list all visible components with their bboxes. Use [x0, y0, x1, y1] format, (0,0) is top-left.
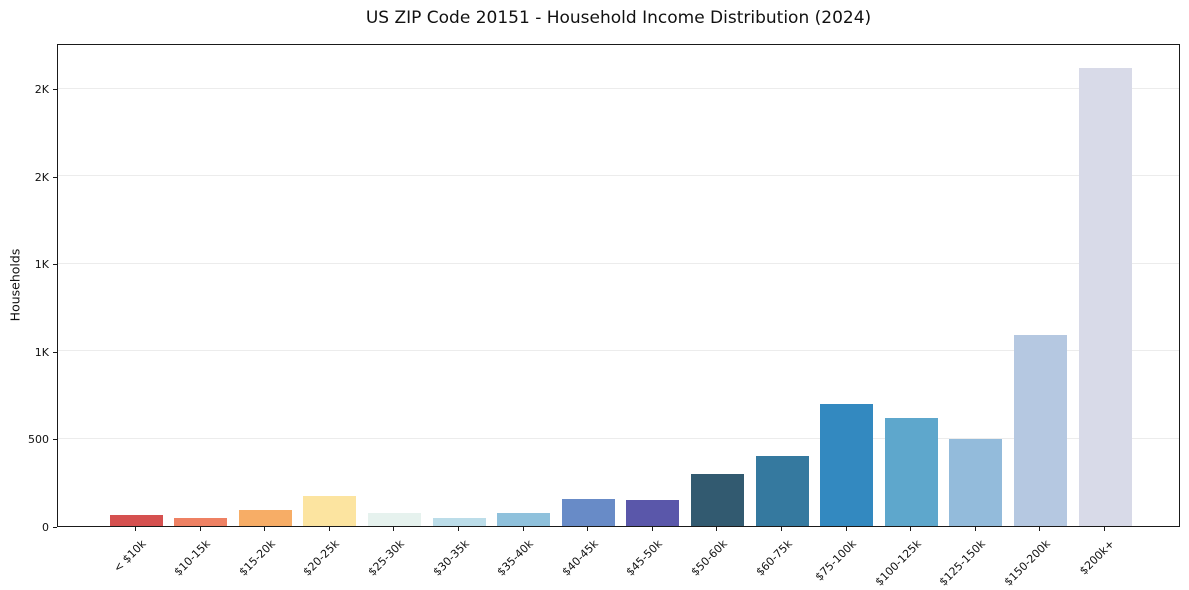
gridline	[58, 350, 1179, 351]
x-tick-label: $30-35k	[430, 537, 472, 579]
y-tick-label: 1K	[34, 345, 49, 359]
y-tick-label: 500	[28, 433, 49, 446]
bar-40-45k	[561, 498, 615, 526]
y-tick-mark	[53, 264, 57, 265]
x-tick-label: $200k+	[1077, 537, 1118, 578]
plot-area	[57, 44, 1180, 527]
bar-35-40k	[497, 512, 551, 526]
x-tick-mark	[1039, 527, 1041, 531]
x-tick-label: $100-125k	[872, 537, 924, 589]
bar-60-75k	[755, 456, 809, 526]
y-tick-mark	[53, 351, 57, 353]
x-tick-label: $20-25k	[301, 537, 343, 579]
x-tick-label: $75-100k	[812, 537, 860, 584]
bar-15-20k	[238, 510, 292, 526]
x-tick-mark	[199, 527, 201, 531]
x-tick-mark	[587, 527, 589, 531]
y-tick-label: 2K	[34, 170, 49, 184]
bar-30-35k	[432, 517, 486, 526]
x-tick-label: $15-20k	[236, 537, 278, 579]
y-tick-label: 2K	[34, 83, 49, 96]
x-tick-mark	[458, 527, 459, 531]
y-tick-label: 0	[42, 520, 49, 534]
x-tick-mark	[651, 527, 653, 531]
chart-title: US ZIP Code 20151 - Household Income Dis…	[365, 8, 872, 28]
x-tick-label: $125-150k	[937, 537, 989, 589]
x-tick-mark	[1104, 527, 1105, 531]
bar-25-30k	[367, 513, 421, 526]
gridline	[58, 87, 1179, 89]
bar-45-50k	[626, 500, 680, 526]
bar-150-200k	[1013, 335, 1067, 526]
x-tick-mark	[910, 527, 912, 531]
bar-100-125k	[884, 418, 938, 526]
bar-50-60k	[690, 473, 744, 526]
x-tick-label: $50-60k	[688, 537, 730, 579]
y-tick-mark	[53, 439, 57, 440]
x-tick-label: $35-40k	[494, 537, 537, 579]
gridline	[58, 437, 1179, 439]
y-tick-mark	[53, 176, 57, 178]
x-tick-mark	[974, 527, 976, 531]
x-tick-label: $25-30k	[365, 537, 407, 579]
bar-10-15k	[174, 518, 228, 526]
x-tick-label: $150-200k	[1001, 537, 1053, 589]
x-tick-mark	[328, 527, 330, 531]
x-tick-mark	[135, 527, 136, 531]
bar-10k	[109, 515, 163, 526]
x-tick-mark	[522, 527, 524, 531]
x-tick-label: $40-45k	[559, 537, 601, 579]
y-tick-label: 1K	[34, 258, 49, 271]
bar-125-150k	[949, 439, 1003, 526]
x-tick-label: $45-50k	[624, 537, 666, 579]
x-tick-mark	[716, 527, 718, 531]
x-tick-label: $60-75k	[753, 537, 795, 579]
x-tick-label: $10-15k	[171, 537, 214, 579]
gridline	[58, 175, 1179, 176]
bar-20-25k	[303, 495, 357, 526]
x-tick-mark	[393, 527, 395, 531]
bar-75-100k	[820, 403, 874, 526]
x-tick-mark	[781, 527, 782, 531]
bar-200k	[1078, 67, 1132, 526]
x-tick-mark	[845, 527, 847, 531]
y-tick-mark	[53, 526, 57, 528]
y-tick-mark	[53, 89, 57, 90]
x-tick-mark	[264, 527, 266, 531]
gridline	[58, 262, 1179, 264]
x-tick-label: < $10k	[110, 537, 149, 575]
